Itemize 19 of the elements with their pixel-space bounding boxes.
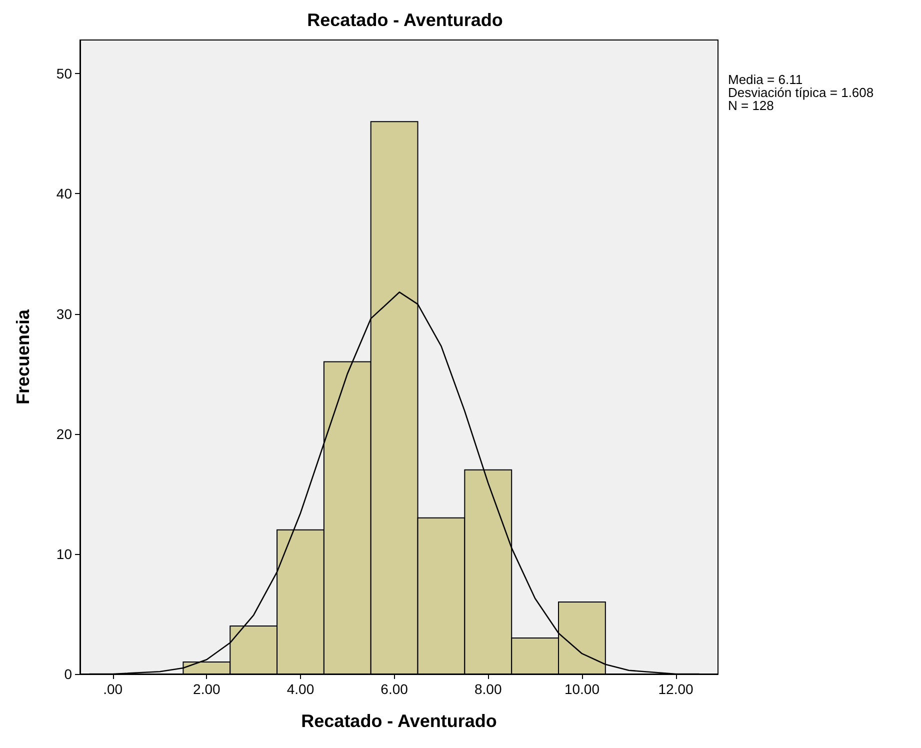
y-tick-label: 30 <box>56 306 72 322</box>
y-tick-label: 0 <box>64 666 72 682</box>
text: Media = 6.11 <box>728 72 803 87</box>
x-tick-label: 10.00 <box>564 681 600 697</box>
x-tick-label: 8.00 <box>474 681 502 697</box>
x-tick-label: 2.00 <box>193 681 220 697</box>
chart-title: Recatado - Aventurado <box>307 10 503 30</box>
y-tick-label: 50 <box>56 66 72 82</box>
text: N = 128 <box>728 98 774 113</box>
text: Desviación típica = 1.608 <box>728 85 874 100</box>
x-tick-label: 12.00 <box>658 681 694 697</box>
y-tick-label: 20 <box>56 426 72 442</box>
y-tick-label: 10 <box>56 546 72 562</box>
x-axis-title: Recatado - Aventurado <box>301 711 497 731</box>
x-tick-label: 4.00 <box>286 681 314 697</box>
y-axis-title: Frecuencia <box>13 308 33 405</box>
x-tick-label: .00 <box>103 681 123 697</box>
x-tick-label: 6.00 <box>380 681 408 697</box>
y-tick-label: 40 <box>56 186 72 202</box>
